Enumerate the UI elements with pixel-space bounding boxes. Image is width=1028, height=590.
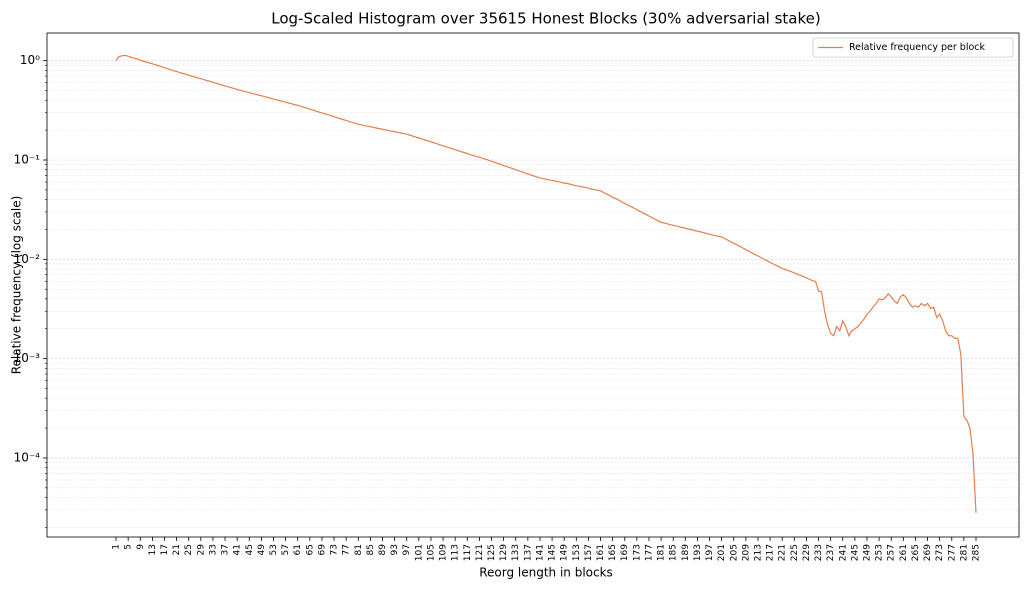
x-tick-label: 217 bbox=[766, 544, 776, 561]
x-tick-label: 261 bbox=[899, 544, 909, 561]
legend-label: Relative frequency per block bbox=[849, 42, 986, 53]
x-tick-label: 245 bbox=[850, 544, 860, 561]
x-tick-label: 113 bbox=[451, 544, 461, 561]
x-tick-label: 61 bbox=[293, 544, 303, 555]
x-tick-label: 105 bbox=[426, 544, 436, 561]
x-tick-label: 73 bbox=[330, 544, 340, 555]
x-tick-label: 277 bbox=[947, 544, 957, 561]
y-tick-label: 10⁻¹ bbox=[14, 153, 41, 167]
x-tick-label: 49 bbox=[257, 544, 267, 556]
x-tick-label: 77 bbox=[342, 544, 352, 555]
x-tick-label: 9 bbox=[136, 544, 146, 550]
x-tick-label: 173 bbox=[632, 544, 642, 561]
y-tick-label: 10⁰ bbox=[20, 53, 40, 67]
x-tick-label: 141 bbox=[535, 544, 545, 561]
x-tick-label: 189 bbox=[681, 544, 691, 561]
y-axis-label: Relative frequency (log scale) bbox=[10, 196, 24, 375]
x-tick-label: 145 bbox=[548, 544, 558, 561]
x-tick-label: 101 bbox=[414, 544, 424, 561]
x-tick-label: 109 bbox=[439, 544, 449, 561]
x-tick-label: 169 bbox=[620, 544, 630, 561]
y-tick-label: 10⁻³ bbox=[14, 351, 41, 365]
x-tick-label: 37 bbox=[221, 544, 231, 555]
x-tick-label: 209 bbox=[741, 544, 751, 561]
x-tick-label: 241 bbox=[838, 544, 848, 561]
x-tick-label: 45 bbox=[245, 544, 255, 555]
x-tick-label: 21 bbox=[172, 544, 182, 555]
x-tick-label: 205 bbox=[729, 544, 739, 561]
x-tick-label: 97 bbox=[402, 544, 412, 555]
x-tick-label: 125 bbox=[487, 544, 497, 561]
x-tick-label: 265 bbox=[911, 544, 921, 561]
x-tick-label: 221 bbox=[778, 544, 788, 561]
x-tick-label: 273 bbox=[935, 544, 945, 561]
x-axis-label: Reorg length in blocks bbox=[479, 566, 613, 580]
chart-title: Log-Scaled Histogram over 35615 Honest B… bbox=[271, 10, 820, 28]
x-tick-label: 197 bbox=[705, 544, 715, 561]
x-tick-label: 157 bbox=[584, 544, 594, 561]
x-tick-label: 237 bbox=[826, 544, 836, 561]
x-tick-label: 257 bbox=[887, 544, 897, 561]
x-tick-label: 85 bbox=[366, 544, 376, 555]
x-tick-label: 253 bbox=[875, 544, 885, 561]
x-tick-label: 57 bbox=[281, 544, 291, 555]
y-tick-label: 10⁻⁴ bbox=[14, 450, 41, 464]
x-tick-label: 185 bbox=[669, 544, 679, 561]
x-tick-label: 93 bbox=[390, 544, 400, 555]
x-tick-label: 89 bbox=[378, 544, 388, 556]
x-tick-label: 69 bbox=[317, 544, 327, 556]
x-tick-label: 193 bbox=[693, 544, 703, 561]
x-tick-label: 53 bbox=[269, 544, 279, 555]
x-tick-label: 5 bbox=[124, 544, 134, 550]
x-tick-label: 41 bbox=[233, 544, 243, 555]
x-tick-label: 233 bbox=[814, 544, 824, 561]
plot-frame bbox=[46, 32, 1020, 538]
x-tick-label: 25 bbox=[184, 544, 194, 555]
x-tick-label: 121 bbox=[475, 544, 485, 561]
x-tick-label: 137 bbox=[523, 544, 533, 561]
x-tick-label: 249 bbox=[862, 544, 872, 561]
x-tick-label: 133 bbox=[511, 544, 521, 561]
x-tick-label: 153 bbox=[572, 544, 582, 561]
x-tick-label: 161 bbox=[596, 544, 606, 561]
x-tick-label: 81 bbox=[354, 544, 364, 555]
x-tick-label: 1 bbox=[112, 544, 122, 550]
x-tick-label: 229 bbox=[802, 544, 812, 561]
x-tick-label: 149 bbox=[560, 544, 570, 561]
legend-box bbox=[812, 37, 1014, 58]
x-tick-label: 65 bbox=[305, 544, 315, 555]
x-tick-label: 117 bbox=[463, 544, 473, 561]
x-tick-label: 33 bbox=[208, 544, 218, 555]
x-tick-label: 201 bbox=[717, 544, 727, 561]
x-tick-label: 181 bbox=[657, 544, 667, 561]
x-tick-label: 129 bbox=[499, 544, 509, 561]
x-tick-label: 285 bbox=[972, 544, 982, 561]
y-tick-label: 10⁻² bbox=[14, 252, 41, 266]
x-tick-label: 165 bbox=[608, 544, 618, 561]
x-tick-label: 281 bbox=[959, 544, 969, 561]
x-tick-label: 17 bbox=[160, 544, 170, 555]
x-tick-label: 213 bbox=[753, 544, 763, 561]
x-tick-label: 29 bbox=[196, 544, 206, 556]
x-tick-label: 13 bbox=[148, 544, 158, 555]
x-tick-label: 177 bbox=[644, 544, 654, 561]
x-tick-label: 269 bbox=[923, 544, 933, 561]
x-tick-label: 225 bbox=[790, 544, 800, 561]
data-line bbox=[115, 54, 977, 513]
